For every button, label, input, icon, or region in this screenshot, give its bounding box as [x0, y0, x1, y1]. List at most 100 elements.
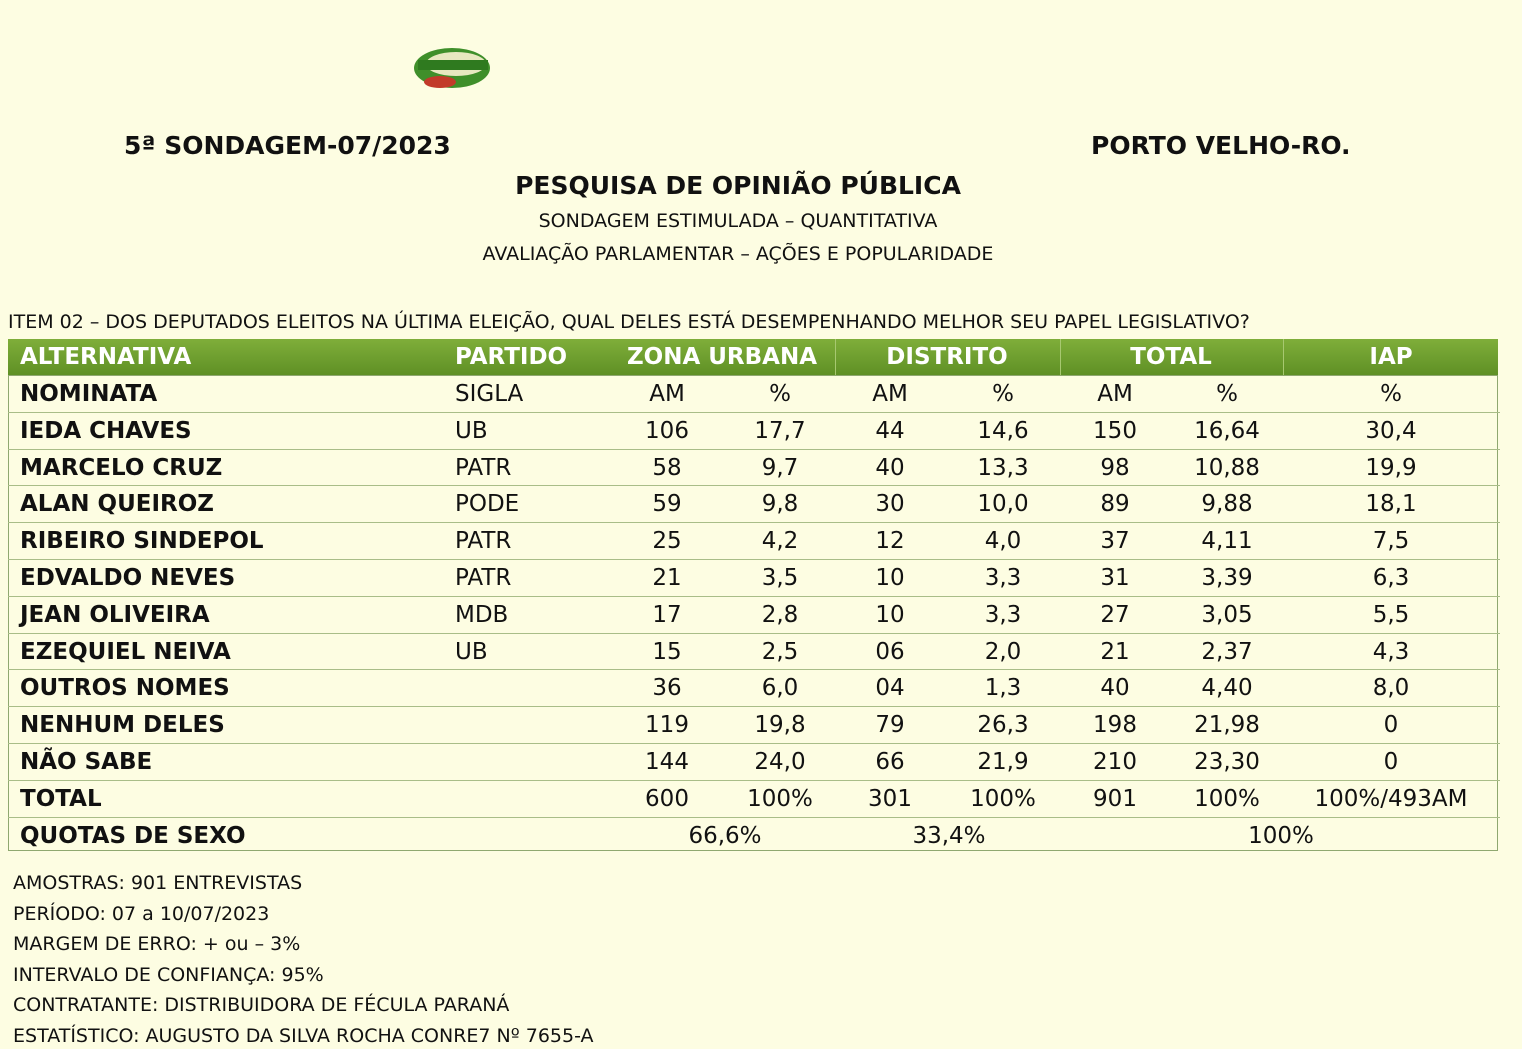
row-label: TOTAL: [20, 785, 102, 812]
cell: 100%: [1248, 822, 1314, 849]
cell: 4,2: [761, 528, 799, 555]
subheader-cell: AM: [649, 381, 685, 407]
cell: 21,98: [1194, 712, 1260, 739]
subheader-cell: %: [769, 381, 791, 407]
cell: 13,3: [977, 454, 1029, 481]
cell: UB: [455, 417, 488, 444]
column-group: TOTAL: [1130, 344, 1212, 370]
row-line: [8, 779, 1500, 781]
cell: 21: [1100, 638, 1130, 665]
cell: 23,30: [1194, 749, 1260, 775]
column-group: ZONA URBANA: [626, 344, 818, 370]
cell: 14,6: [977, 417, 1029, 444]
subheader-cell: SIGLA: [455, 381, 524, 407]
row-line: [8, 595, 1500, 597]
cell: 40: [875, 454, 905, 481]
cell: PODE: [455, 491, 520, 518]
column-group: ALTERNATIVA: [20, 344, 192, 370]
row-label: JEAN OLIVEIRA: [20, 601, 210, 628]
cell: 9,7: [761, 454, 799, 481]
subheader-cell: %: [1380, 381, 1402, 407]
cell: 0: [1383, 749, 1399, 775]
cell: 301: [868, 785, 912, 812]
cell: 89: [1100, 491, 1130, 518]
row-line: [8, 706, 1500, 708]
cell: 100%: [1194, 785, 1260, 812]
divider: [1283, 339, 1284, 375]
cell: 21: [652, 565, 682, 591]
cell: 36: [652, 675, 682, 702]
cell: 9,88: [1201, 491, 1253, 518]
cell: 17,7: [754, 417, 806, 444]
cell: 40: [1100, 675, 1130, 702]
cell: 600: [645, 785, 689, 812]
divider: [1060, 339, 1061, 375]
cell: 24,0: [754, 749, 806, 775]
cell: 198: [1093, 712, 1137, 739]
cell: 0: [1383, 712, 1399, 739]
row-label: RIBEIRO SINDEPOL: [20, 528, 264, 555]
row-line: [8, 632, 1500, 634]
footer-line: INTERVALO DE CONFIANÇA: 95%: [13, 963, 324, 986]
cell: 26,3: [977, 712, 1029, 739]
cell: 06: [875, 638, 905, 665]
cell: 3,5: [761, 565, 799, 591]
row-line: [8, 816, 1500, 818]
question: ITEM 02 – DOS DEPUTADOS ELEITOS NA ÚLTIM…: [8, 311, 1250, 333]
subheader-cell: %: [1216, 381, 1238, 407]
row-line: [8, 411, 1500, 413]
row-label: OUTROS NOMES: [20, 675, 230, 702]
row-label: NENHUM DELES: [20, 712, 225, 739]
cell: 150: [1093, 417, 1137, 444]
footer-line: AMOSTRAS: 901 ENTREVISTAS: [13, 872, 303, 894]
cell: 44: [875, 417, 905, 444]
cell: 6,0: [761, 675, 799, 702]
cell: 19,9: [1365, 454, 1417, 481]
row-label: IEDA CHAVES: [20, 417, 192, 444]
cell: PATR: [455, 565, 512, 591]
survey: 5ª SONDAGEM-07/2023: [124, 131, 451, 160]
cell: UB: [455, 638, 488, 665]
cell: 8,0: [1372, 675, 1410, 702]
subheader-cell: NOMINATA: [20, 381, 158, 407]
column-group: PARTIDO: [455, 344, 568, 370]
row-label: EDVALDO NEVES: [20, 565, 236, 591]
row-label: MARCELO CRUZ: [20, 454, 223, 481]
cell: 210: [1093, 749, 1137, 775]
subheader-cell: %: [992, 381, 1014, 407]
cell: 21,9: [977, 749, 1029, 775]
cell: 79: [875, 712, 905, 739]
logo: [414, 48, 490, 88]
cell: 2,8: [761, 601, 799, 628]
subtitle: AVALIAÇÃO PARLAMENTAR – AÇÕES E POPULARI…: [482, 243, 994, 265]
footer-line: PERÍODO: 07 a 10/07/2023: [13, 902, 270, 925]
cell: 3,3: [984, 565, 1022, 591]
cell: 98: [1100, 454, 1130, 481]
row-line: [8, 448, 1500, 450]
footer-line: MARGEM DE ERRO: + ou – 3%: [13, 933, 301, 955]
cell: 17: [652, 601, 682, 628]
cell: MDB: [455, 601, 509, 628]
row-label: NÃO SABE: [20, 749, 153, 775]
cell: 3,05: [1201, 601, 1253, 628]
column-group: DISTRITO: [886, 344, 1008, 370]
cell: 2,37: [1201, 638, 1253, 665]
cell: 100%/493AM: [1314, 785, 1468, 812]
cell: 1,3: [984, 675, 1022, 702]
row-line: [8, 485, 1500, 487]
cell: 31: [1100, 565, 1130, 591]
cell: 27: [1100, 601, 1130, 628]
title: PESQUISA DE OPINIÃO PÚBLICA: [515, 171, 961, 200]
cell: 5,5: [1372, 601, 1410, 628]
cell: 15: [652, 638, 682, 665]
cell: 10,88: [1194, 454, 1260, 481]
table-frame: [8, 375, 1498, 851]
cell: 37: [1100, 528, 1130, 555]
cell: 144: [645, 749, 689, 775]
cell: 4,3: [1372, 638, 1410, 665]
cell: 100%: [747, 785, 813, 812]
cell: 7,5: [1372, 528, 1410, 555]
cell: 4,0: [984, 528, 1022, 555]
column-group: IAP: [1369, 344, 1413, 370]
